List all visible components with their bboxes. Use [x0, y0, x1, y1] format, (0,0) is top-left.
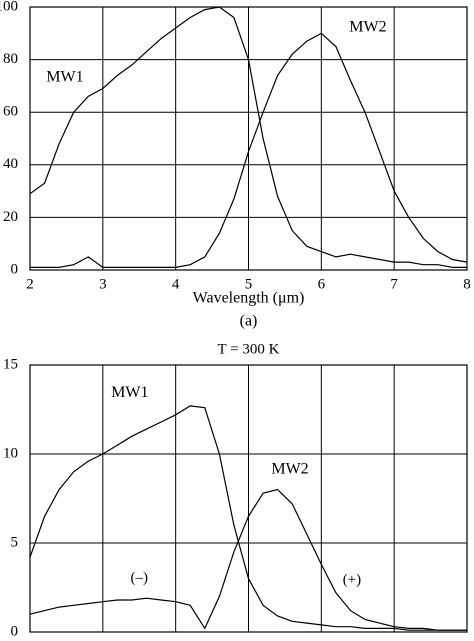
- y-tick-label: 5: [11, 534, 19, 550]
- x-tick-label: 4: [172, 276, 180, 292]
- y-tick-label: 20: [3, 209, 18, 225]
- y-tick-label: 60: [3, 104, 18, 120]
- y-tick-label: 0: [11, 623, 19, 639]
- annotation: (–): [131, 570, 149, 586]
- x-axis-label: Wavelength (μm): [193, 290, 305, 307]
- x-tick-label: 3: [99, 276, 107, 292]
- series-label: MW2: [349, 19, 386, 36]
- plot-frame: [29, 364, 468, 633]
- y-tick-label: 40: [3, 156, 18, 172]
- caption: (a): [240, 313, 258, 330]
- series-label: MW2: [271, 461, 308, 478]
- series-label: MW1: [111, 384, 148, 401]
- line-series: [29, 6, 467, 268]
- y-tick-label: 100: [0, 0, 18, 14]
- line-series: [30, 32, 468, 268]
- x-tick-label: 5: [245, 276, 253, 292]
- y-tick-label: 0: [11, 261, 19, 277]
- plot-frame: [29, 6, 468, 271]
- x-tick-label: 2: [26, 276, 34, 292]
- x-tick-label: 6: [318, 276, 326, 292]
- x-tick-label: 7: [390, 276, 398, 292]
- chart-title: T = 300 K: [218, 341, 280, 357]
- series-label: MW1: [46, 69, 83, 86]
- x-tick-label: 8: [463, 276, 471, 292]
- y-tick-label: 15: [3, 356, 18, 372]
- y-tick-label: 80: [3, 51, 18, 67]
- annotation: (+): [343, 572, 361, 588]
- line-series: [29, 405, 467, 631]
- line-series: [29, 488, 467, 631]
- y-tick-label: 10: [3, 445, 18, 461]
